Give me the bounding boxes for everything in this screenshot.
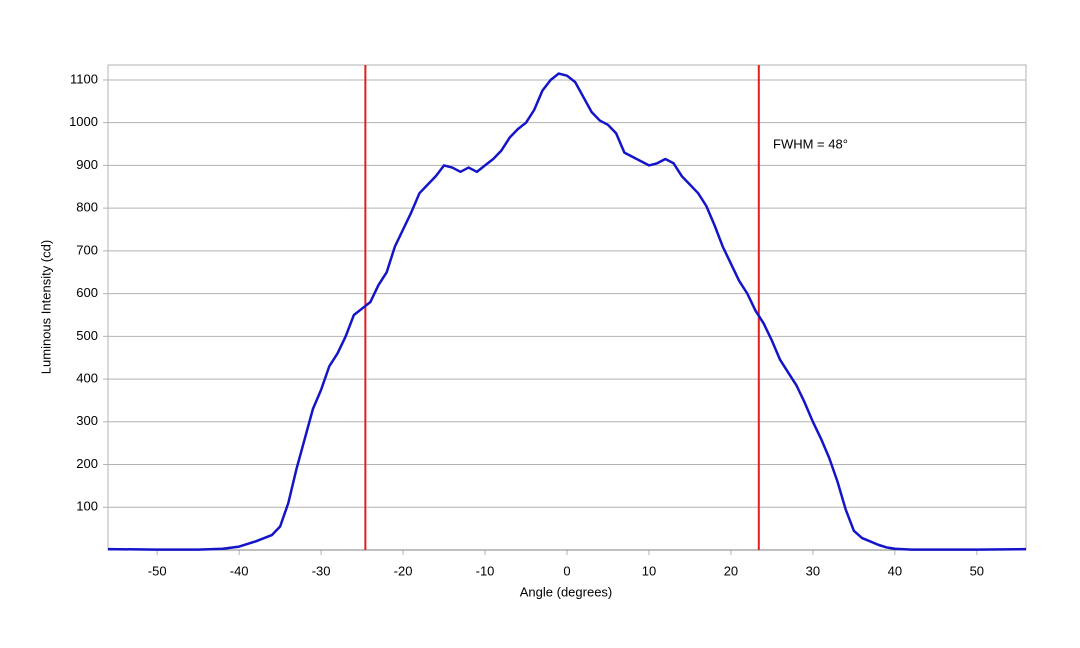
plot-area xyxy=(107,64,1027,551)
x-tick-label: 30 xyxy=(806,563,820,578)
x-tick-label: 40 xyxy=(888,563,902,578)
y-tick-label: 500 xyxy=(76,328,98,343)
x-tick-label: 10 xyxy=(642,563,656,578)
x-tick-label: -30 xyxy=(312,563,331,578)
y-tick-label: 400 xyxy=(76,371,98,386)
x-tick-label: -40 xyxy=(230,563,249,578)
x-tick-label: 50 xyxy=(970,563,984,578)
x-tick-label: 20 xyxy=(724,563,738,578)
y-tick-label: 100 xyxy=(76,499,98,514)
y-tick-label: 600 xyxy=(76,285,98,300)
y-tick-label: 300 xyxy=(76,413,98,428)
y-tick-label: 800 xyxy=(76,200,98,215)
annotation: FWHM = 48° xyxy=(773,136,848,151)
x-tick-label: -50 xyxy=(148,563,167,578)
x-tick-label: 0 xyxy=(563,563,570,578)
y-tick-label: 1000 xyxy=(69,114,98,129)
x-tick-label: -10 xyxy=(476,563,495,578)
y-tick-label: 700 xyxy=(76,242,98,257)
y-tick-label: 900 xyxy=(76,157,98,172)
y-axis-label: Luminous Intensity (cd) xyxy=(38,240,53,374)
y-tick-label: 1100 xyxy=(70,71,98,86)
data-line xyxy=(107,72,1027,551)
y-tick-label: 200 xyxy=(76,456,98,471)
x-tick-label: -20 xyxy=(394,563,413,578)
x-axis-label: Angle (degrees) xyxy=(520,584,613,599)
